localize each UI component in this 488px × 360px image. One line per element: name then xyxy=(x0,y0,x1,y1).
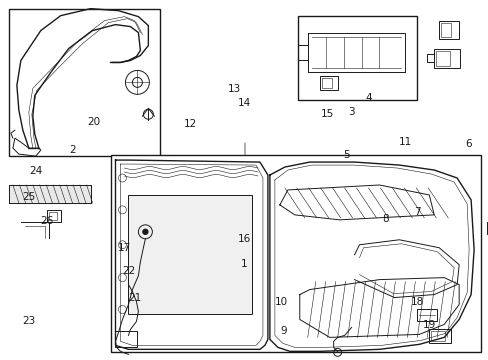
Bar xyxy=(128,195,251,315)
Bar xyxy=(440,23,450,37)
Text: 14: 14 xyxy=(237,98,251,108)
Text: 5: 5 xyxy=(343,150,349,160)
Bar xyxy=(47,210,61,222)
Bar xyxy=(9,9,160,156)
Text: 3: 3 xyxy=(347,107,354,117)
Text: 21: 21 xyxy=(128,293,141,303)
Text: 8: 8 xyxy=(382,215,388,224)
Text: 24: 24 xyxy=(29,166,42,176)
Text: 16: 16 xyxy=(237,234,251,244)
Bar xyxy=(110,155,480,352)
Text: 17: 17 xyxy=(117,243,131,253)
Text: 12: 12 xyxy=(184,120,197,129)
Bar xyxy=(428,329,450,343)
Bar xyxy=(321,78,331,88)
Circle shape xyxy=(142,229,147,234)
Text: 2: 2 xyxy=(70,144,76,154)
Bar xyxy=(416,310,436,321)
Text: 26: 26 xyxy=(41,216,54,226)
Text: 13: 13 xyxy=(228,84,241,94)
Bar xyxy=(438,21,458,39)
Bar xyxy=(435,50,449,67)
Text: 1: 1 xyxy=(241,259,247,269)
Text: 15: 15 xyxy=(320,109,333,119)
Text: 11: 11 xyxy=(398,138,411,147)
Text: 6: 6 xyxy=(464,139,471,149)
Text: 23: 23 xyxy=(22,316,36,326)
Text: 7: 7 xyxy=(413,207,420,217)
Bar xyxy=(49,212,57,220)
Bar xyxy=(430,332,444,341)
Bar xyxy=(486,222,488,234)
Text: 22: 22 xyxy=(122,266,135,276)
Bar xyxy=(297,15,416,100)
Bar xyxy=(115,332,137,347)
Text: 10: 10 xyxy=(274,297,287,307)
Bar xyxy=(433,49,459,68)
Text: 18: 18 xyxy=(410,297,423,307)
Bar xyxy=(319,76,337,90)
Text: 9: 9 xyxy=(280,325,286,336)
Text: 19: 19 xyxy=(422,320,435,330)
Text: 20: 20 xyxy=(87,117,100,127)
Text: 25: 25 xyxy=(22,192,35,202)
Text: 4: 4 xyxy=(365,93,371,103)
